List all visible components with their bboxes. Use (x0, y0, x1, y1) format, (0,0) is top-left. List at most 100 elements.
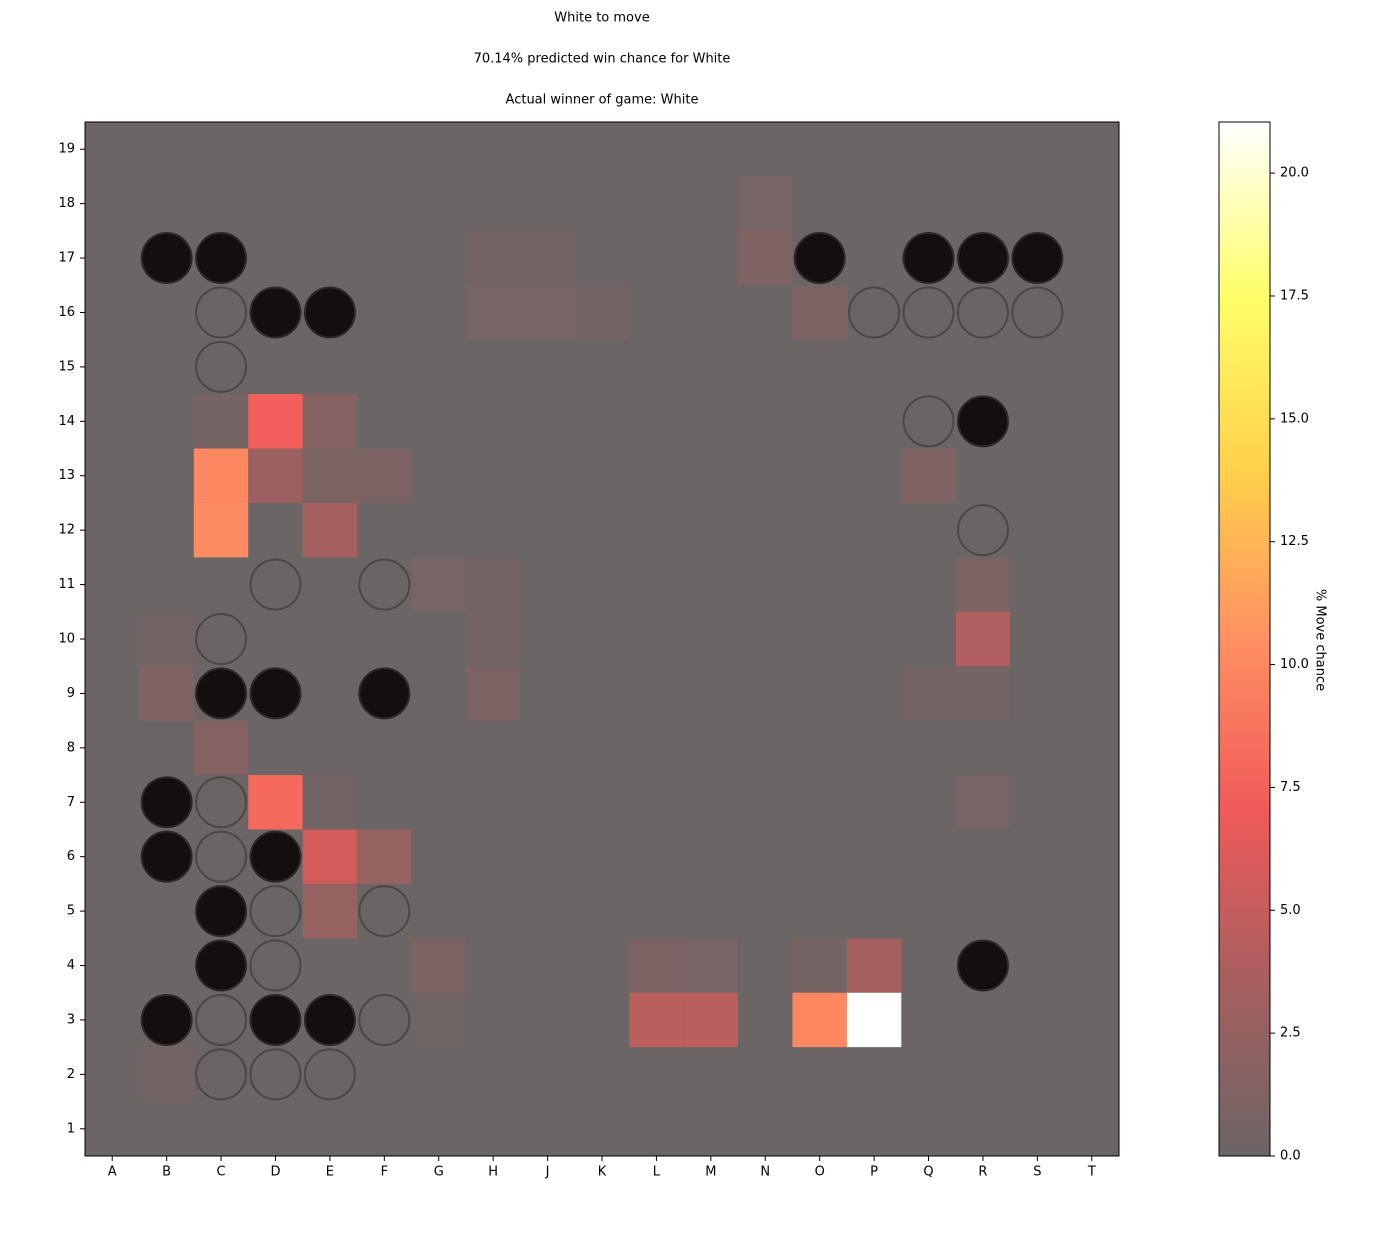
x-tick-label: Q (923, 1165, 933, 1180)
heat-cell (139, 611, 194, 667)
black-stone (303, 286, 356, 339)
y-tick-label: 2 (67, 1067, 75, 1082)
heat-cell (738, 230, 793, 286)
y-tick-label: 8 (67, 740, 75, 755)
x-tick-label: E (326, 1165, 334, 1180)
white-stone (249, 1048, 302, 1101)
white-stone (1011, 286, 1064, 339)
y-tick-label: 7 (67, 795, 75, 810)
colorbar-tick-label: 5.0 (1280, 903, 1301, 918)
black-stone (140, 232, 193, 285)
heat-cell (955, 775, 1011, 830)
black-stone (249, 286, 302, 339)
heat-cell (901, 666, 956, 721)
heat-cell (411, 938, 466, 993)
y-tick-label: 16 (58, 305, 75, 320)
black-stone (140, 830, 193, 883)
black-stone (249, 667, 302, 720)
heat-cell (193, 502, 249, 558)
x-tick-label: J (545, 1165, 550, 1180)
black-stone (956, 232, 1009, 285)
x-tick-label: H (488, 1165, 498, 1180)
white-stone (249, 885, 302, 938)
heat-cell (411, 557, 466, 612)
colorbar-tick-label: 2.5 (1280, 1026, 1301, 1041)
white-stone (195, 1048, 248, 1101)
heat-cell (193, 394, 249, 449)
black-stone (140, 993, 193, 1046)
colorbar-tick-label: 0.0 (1280, 1149, 1301, 1164)
y-tick-label: 5 (67, 904, 75, 919)
white-stone (195, 830, 248, 883)
black-stone (1011, 232, 1064, 285)
colorbar-tick-label: 15.0 (1280, 411, 1309, 426)
black-stone (956, 395, 1009, 448)
black-stone (195, 232, 248, 285)
white-stone (956, 286, 1009, 339)
heat-cell (411, 992, 466, 1048)
y-tick-label: 17 (58, 251, 75, 266)
heat-cell (193, 720, 249, 776)
black-stone (195, 939, 248, 992)
heat-cell (629, 992, 684, 1048)
white-stone (195, 286, 248, 339)
x-tick-label: D (270, 1165, 280, 1180)
y-tick-label: 1 (67, 1121, 75, 1136)
white-stone (902, 286, 955, 339)
heat-cell (520, 285, 575, 340)
black-stone (249, 830, 302, 883)
colorbar-tick-label: 10.0 (1280, 657, 1309, 672)
heat-cell (792, 285, 847, 340)
heat-cell (302, 883, 358, 939)
heat-cell (357, 448, 412, 503)
heat-cell (629, 938, 684, 993)
x-tick-label: B (162, 1165, 171, 1180)
heat-cell (955, 666, 1011, 721)
y-tick-label: 9 (67, 686, 75, 701)
heat-cell (574, 285, 630, 340)
heat-cell (248, 775, 303, 830)
heat-cell (738, 176, 793, 231)
heat-cell (792, 938, 847, 993)
y-tick-label: 12 (58, 523, 75, 538)
colorbar-tick-label: 20.0 (1280, 166, 1309, 181)
heat-cell (955, 557, 1011, 612)
heat-cell (193, 448, 249, 503)
heat-cell (465, 666, 521, 721)
x-tick-label: S (1033, 1165, 1041, 1180)
y-tick-label: 11 (58, 577, 75, 592)
heat-cell (248, 394, 303, 449)
colorbar-tick-label: 17.5 (1280, 288, 1309, 303)
y-tick-label: 3 (67, 1012, 75, 1027)
white-stone (195, 613, 248, 665)
heat-cell (302, 394, 358, 449)
white-stone (195, 340, 248, 393)
colorbar-tick-label: 12.5 (1280, 534, 1309, 549)
white-stone (249, 558, 302, 611)
colorbar-label: % Move chance (1313, 589, 1328, 691)
x-tick-label: N (760, 1165, 770, 1180)
white-stone (195, 776, 248, 829)
heat-cell (520, 230, 575, 286)
heat-cell (465, 230, 521, 286)
heat-cell (683, 992, 739, 1048)
heat-cell (302, 829, 358, 884)
colorbar-tick-label: 7.5 (1280, 780, 1301, 795)
x-tick-label: O (815, 1165, 825, 1180)
x-tick-label: G (434, 1165, 444, 1180)
heat-cell (139, 666, 194, 721)
black-stone (195, 885, 248, 938)
x-tick-label: K (598, 1165, 607, 1180)
y-tick-label: 14 (58, 414, 75, 429)
y-tick-label: 15 (58, 359, 75, 374)
black-stone (793, 232, 846, 285)
white-stone (358, 558, 411, 611)
heat-cell (846, 938, 902, 993)
heat-cell (955, 611, 1011, 667)
white-stone (848, 286, 901, 339)
x-tick-label: F (381, 1165, 388, 1180)
white-stone (195, 993, 248, 1046)
chart-subtitle: 70.14% predicted win chance for White (474, 52, 731, 67)
y-tick-label: 6 (67, 849, 75, 864)
x-tick-label: C (217, 1165, 226, 1180)
